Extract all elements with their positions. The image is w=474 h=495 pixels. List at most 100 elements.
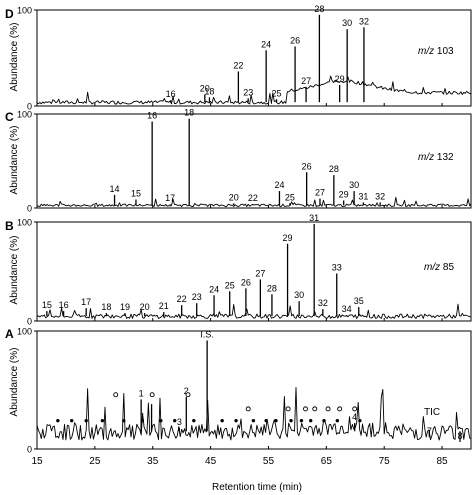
peak-label: 25 bbox=[225, 280, 235, 290]
chromatogram-trace bbox=[36, 196, 472, 208]
y-tick-label: 100 bbox=[17, 6, 32, 16]
peak-label: 16 bbox=[166, 89, 176, 99]
open-circle-marker bbox=[113, 392, 119, 398]
filled-dot-marker bbox=[234, 418, 238, 423]
peak-label: 16 bbox=[147, 111, 157, 121]
peak-label: 26 bbox=[302, 161, 312, 171]
peak-label: 28 bbox=[329, 164, 339, 174]
peak-label: 30 bbox=[349, 180, 359, 190]
filled-dot-marker bbox=[140, 418, 145, 423]
peak-label: 30 bbox=[294, 290, 304, 300]
filled-dot-marker bbox=[192, 418, 196, 423]
y-axis-label: Abundance (%) bbox=[9, 126, 20, 195]
peak-label: 28 bbox=[267, 283, 277, 293]
y-axis-label: Abundance (%) bbox=[9, 236, 20, 305]
peak-label: 1 bbox=[139, 388, 144, 398]
y-tick-label: 100 bbox=[17, 218, 32, 228]
y-tick-label: 100 bbox=[17, 327, 32, 337]
filled-dot-marker bbox=[122, 418, 126, 423]
x-tick-label: 65 bbox=[321, 456, 333, 467]
x-tick-label: 45 bbox=[205, 456, 217, 467]
peak-label: 18 bbox=[101, 302, 111, 312]
filled-dot-marker bbox=[251, 418, 256, 423]
peak-label: 22 bbox=[248, 193, 258, 203]
filled-dot-marker bbox=[56, 418, 60, 423]
peak-label: 23 bbox=[243, 87, 253, 97]
peak-label: 27 bbox=[301, 76, 311, 86]
peak-label: 29 bbox=[283, 233, 293, 243]
peak-label: 31 bbox=[309, 213, 319, 223]
open-circle-marker bbox=[325, 406, 331, 412]
chromatogram-traces bbox=[36, 75, 472, 441]
peak-label: 29 bbox=[339, 189, 349, 199]
y-tick-label: 0 bbox=[27, 102, 32, 112]
peak-label: 24 bbox=[261, 39, 271, 49]
filled-dot-marker bbox=[322, 418, 326, 423]
peak-label: 14 bbox=[110, 184, 120, 194]
chromatogram-trace bbox=[36, 303, 472, 319]
filled-dot-marker bbox=[335, 418, 340, 423]
peak-label: 25 bbox=[285, 192, 295, 202]
y-tick-label: 100 bbox=[17, 110, 32, 120]
tic-markers bbox=[56, 392, 362, 423]
peak-label: 20 bbox=[229, 192, 239, 202]
peak-label: 28 bbox=[314, 4, 324, 14]
peak-label: 15 bbox=[42, 300, 52, 310]
peak-label: 22 bbox=[233, 60, 243, 70]
peak-label: 27 bbox=[315, 188, 325, 198]
filled-dot-marker bbox=[299, 418, 304, 423]
x-tick-label: 35 bbox=[147, 456, 159, 467]
panel-letter-b: B bbox=[5, 219, 14, 233]
peak-label: 3 bbox=[177, 417, 182, 427]
filled-dot-marker bbox=[274, 418, 278, 423]
peak-label: 16 bbox=[59, 300, 69, 310]
peak-label: 17 bbox=[81, 297, 91, 307]
peak-label: 18 bbox=[204, 86, 214, 96]
peak-label: 27 bbox=[255, 268, 265, 278]
open-circle-marker bbox=[312, 406, 318, 412]
filled-dot-marker bbox=[173, 418, 177, 423]
open-circle-marker bbox=[285, 406, 291, 412]
peak-label: 29 bbox=[335, 74, 345, 84]
peak-label: 24 bbox=[209, 284, 219, 294]
y-tick-label: 0 bbox=[27, 445, 32, 455]
y-tick-label: 0 bbox=[27, 204, 32, 214]
peak-label: 2 bbox=[184, 386, 189, 396]
open-circle-marker bbox=[245, 406, 251, 412]
y-axis-label: Abundance (%) bbox=[9, 348, 20, 417]
panel-frame bbox=[36, 330, 472, 450]
x-tick-label: 85 bbox=[437, 456, 449, 467]
filled-dot-marker bbox=[358, 418, 362, 423]
peak-label: 26 bbox=[290, 35, 300, 45]
chromatogram-trace bbox=[36, 387, 472, 441]
peak-label: 25 bbox=[272, 88, 282, 98]
filled-dot-marker bbox=[309, 418, 313, 423]
open-circle-marker bbox=[185, 392, 191, 398]
x-tick-label: 55 bbox=[263, 456, 275, 467]
x-tick-label: 75 bbox=[379, 456, 391, 467]
filled-dot-marker bbox=[289, 418, 293, 423]
open-circle-marker bbox=[149, 392, 155, 398]
y-axis-label: Abundance (%) bbox=[9, 23, 20, 92]
x-axis: 15 25 35 45 55 65 75 85 bbox=[31, 456, 448, 467]
peak-marks bbox=[46, 14, 461, 442]
peak-label: 31 bbox=[358, 191, 368, 201]
peak-label: 20 bbox=[200, 83, 210, 93]
panel-frame bbox=[36, 9, 472, 107]
peak-label: 23 bbox=[192, 292, 202, 302]
peak-label: 24 bbox=[274, 180, 284, 190]
panel-a-tic-label: TIC bbox=[424, 407, 440, 418]
open-circle-marker bbox=[352, 406, 358, 412]
y-tick-label: 0 bbox=[27, 317, 32, 327]
peak-label: 20 bbox=[140, 302, 150, 312]
filled-dot-marker bbox=[220, 418, 224, 423]
peak-label: 8 bbox=[457, 431, 462, 441]
panel-d-mz-label: m/z 103 bbox=[418, 46, 454, 57]
filled-dot-marker bbox=[100, 418, 105, 423]
peak-label: 32 bbox=[375, 191, 385, 201]
panel-frame bbox=[36, 113, 472, 209]
peak-label: 19 bbox=[120, 302, 130, 312]
peak-label: 32 bbox=[318, 298, 328, 308]
